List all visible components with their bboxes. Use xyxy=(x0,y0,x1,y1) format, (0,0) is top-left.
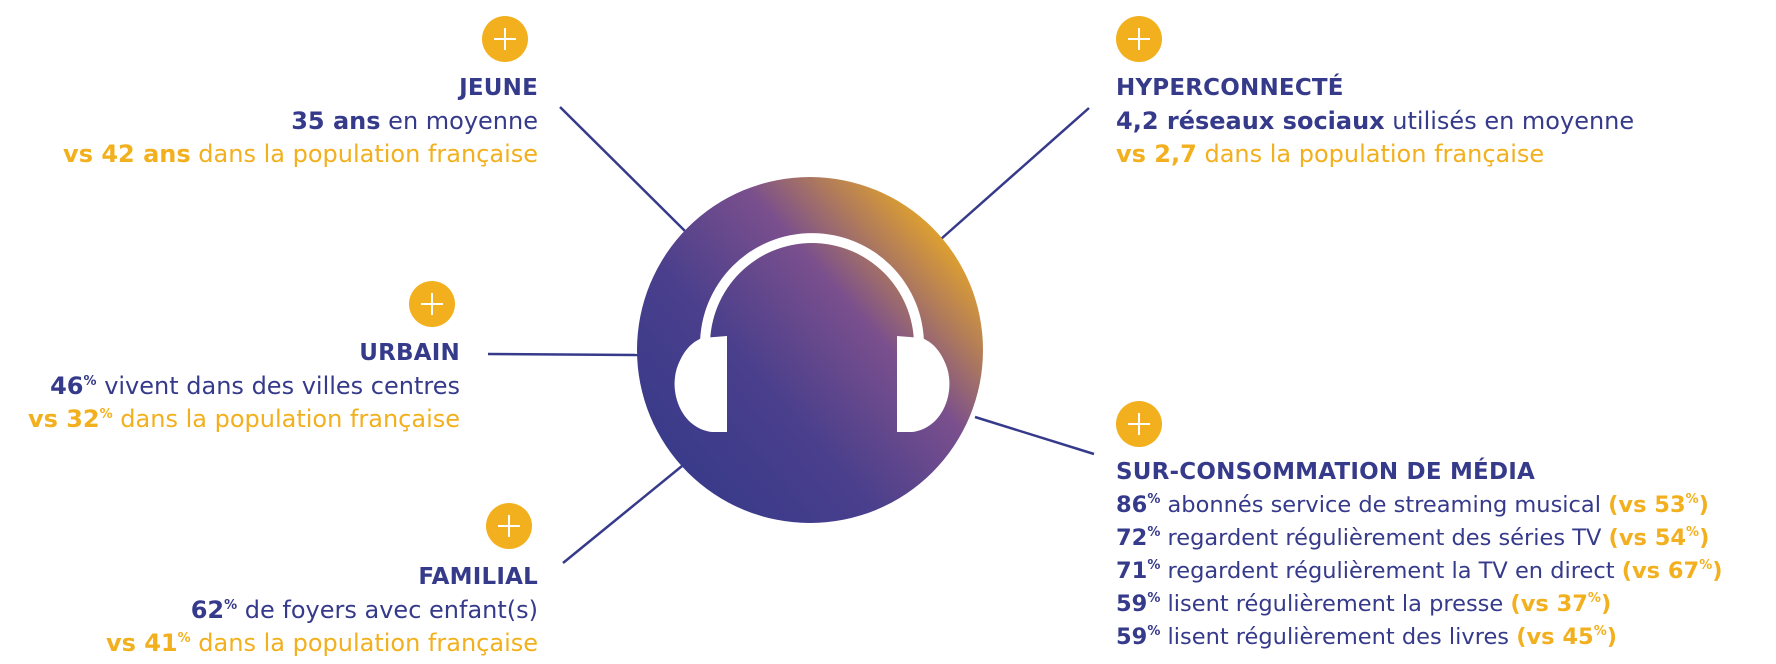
media-row-unit: % xyxy=(1147,591,1161,606)
media-row-compare-close: ) xyxy=(1606,624,1618,650)
urbain-block: URBAIN 46% vivent dans des villes centre… xyxy=(28,337,460,436)
jeune-block: JEUNE 35 ans en moyenne vs 42 ans dans l… xyxy=(63,72,538,171)
jeune-title: JEUNE xyxy=(459,75,538,101)
media-row: 59% lisent régulièrement des livres (vs … xyxy=(1116,621,1723,654)
media-row-compare-value: (vs 67 xyxy=(1621,558,1700,584)
media-title: SUR-CONSOMMATION DE MÉDIA xyxy=(1116,459,1535,485)
urbain-unit: % xyxy=(83,374,97,389)
familial-label: de foyers avec enfant(s) xyxy=(244,596,538,624)
media-row-compare-value: (vs 37 xyxy=(1510,591,1588,617)
media-row-compare-close: ) xyxy=(1699,525,1710,551)
media-row-text: abonnés service de streaming musical xyxy=(1167,492,1601,518)
familial-line2: vs 41% dans la population française xyxy=(106,627,538,660)
familial-compare-label: dans la population française xyxy=(198,629,538,657)
urbain-compare-unit: % xyxy=(99,407,113,422)
media-row-value: 72 xyxy=(1116,525,1148,551)
connector-media xyxy=(974,415,1095,456)
media-row-compare: (vs 54%) xyxy=(1609,525,1710,551)
urbain-line1: 46% vivent dans des villes centres xyxy=(28,370,460,403)
media-row-compare-value: (vs 45 xyxy=(1516,624,1594,650)
plus-icon xyxy=(409,281,455,327)
urbain-line2: vs 32% dans la population française xyxy=(28,403,460,436)
urbain-title: URBAIN xyxy=(359,340,460,366)
media-row-compare-unit: % xyxy=(1685,492,1699,507)
media-row-text: regardent régulièrement des séries TV xyxy=(1167,525,1602,551)
media-row-value: 71 xyxy=(1116,558,1148,584)
familial-line1: 62% de foyers avec enfant(s) xyxy=(106,594,538,627)
media-row-unit: % xyxy=(1147,558,1161,573)
media-row-text: lisent régulièrement des livres xyxy=(1167,624,1510,650)
familial-compare-unit: % xyxy=(177,631,191,646)
media-row-unit: % xyxy=(1147,492,1161,507)
urbain-compare-value: vs 32 xyxy=(27,405,100,433)
urbain-compare-label: dans la population française xyxy=(120,405,460,433)
media-row-compare-close: ) xyxy=(1600,591,1612,617)
media-row: 59% lisent régulièrement la presse (vs 3… xyxy=(1116,588,1723,621)
media-row-value: 59 xyxy=(1116,624,1148,650)
media-row: 71% regardent régulièrement la TV en dir… xyxy=(1116,555,1723,588)
media-row-unit: % xyxy=(1147,525,1161,540)
familial-block: FAMILIAL 62% de foyers avec enfant(s) vs… xyxy=(106,561,538,660)
hyperconnecte-line2: vs 2,7 dans la population française xyxy=(1116,138,1634,171)
jeune-age-label: en moyenne xyxy=(388,107,538,135)
media-row-compare-unit: % xyxy=(1699,558,1713,573)
plus-icon xyxy=(1116,401,1162,447)
plus-icon xyxy=(482,16,528,62)
hyperconnecte-value: 4,2 réseaux sociaux xyxy=(1116,107,1385,135)
media-row-compare-value: (vs 54 xyxy=(1608,525,1687,551)
media-row-value: 86 xyxy=(1116,492,1148,518)
hyperconnecte-compare-label: dans la population française xyxy=(1204,140,1545,168)
media-row-compare-value: (vs 53 xyxy=(1608,492,1686,518)
media-row-text: regardent régulièrement la TV en direct xyxy=(1167,558,1615,584)
jeune-compare-label: dans la population française xyxy=(198,140,538,168)
plus-icon xyxy=(486,503,532,549)
media-row-compare: (vs 37%) xyxy=(1510,591,1611,617)
hyperconnecte-block: HYPERCONNECTÉ 4,2 réseaux sociaux utilis… xyxy=(1116,72,1634,171)
hyperconnecte-line1: 4,2 réseaux sociaux utilisés en moyenne xyxy=(1116,105,1634,138)
connector-urbain xyxy=(487,352,641,357)
media-row: 72% regardent régulièrement des séries T… xyxy=(1116,522,1723,555)
jeune-line1: 35 ans en moyenne xyxy=(63,105,538,138)
urbain-value: 46 xyxy=(50,372,84,400)
media-row-unit: % xyxy=(1147,624,1161,639)
media-row-compare: (vs 53%) xyxy=(1608,492,1709,518)
jeune-line2: vs 42 ans dans la population française xyxy=(63,138,538,171)
hyperconnecte-compare-value: vs 2,7 xyxy=(1116,140,1197,168)
familial-compare-value: vs 41 xyxy=(105,629,178,657)
media-row: 86% abonnés service de streaming musical… xyxy=(1116,489,1723,522)
familial-title: FAMILIAL xyxy=(418,564,538,590)
media-row-compare-close: ) xyxy=(1712,558,1723,584)
media-row-value: 59 xyxy=(1116,591,1148,617)
jeune-compare-value: vs 42 ans xyxy=(63,140,191,168)
media-row-compare-close: ) xyxy=(1698,492,1709,518)
connector-hyperconnecte xyxy=(940,107,1090,240)
jeune-age-value: 35 ans xyxy=(291,107,381,135)
plus-icon xyxy=(1116,16,1162,62)
center-circle xyxy=(637,177,983,523)
urbain-label: vivent dans des villes centres xyxy=(104,372,460,400)
media-row-compare-unit: % xyxy=(1686,525,1700,540)
media-block: SUR-CONSOMMATION DE MÉDIA 86% abonnés se… xyxy=(1116,456,1723,654)
media-row-text: lisent régulièrement la presse xyxy=(1167,591,1504,617)
headphones-icon xyxy=(674,233,950,432)
media-row-compare: (vs 67%) xyxy=(1622,558,1723,584)
familial-value: 62 xyxy=(190,596,225,624)
media-row-compare-unit: % xyxy=(1587,591,1601,606)
hyperconnecte-label: utilisés en moyenne xyxy=(1392,107,1635,135)
media-row-compare: (vs 45%) xyxy=(1516,624,1617,650)
connector-familial xyxy=(562,465,683,564)
media-row-compare-unit: % xyxy=(1593,624,1607,639)
connector-jeune xyxy=(559,106,691,237)
hyperconnecte-title: HYPERCONNECTÉ xyxy=(1116,75,1344,101)
familial-unit: % xyxy=(224,598,238,613)
